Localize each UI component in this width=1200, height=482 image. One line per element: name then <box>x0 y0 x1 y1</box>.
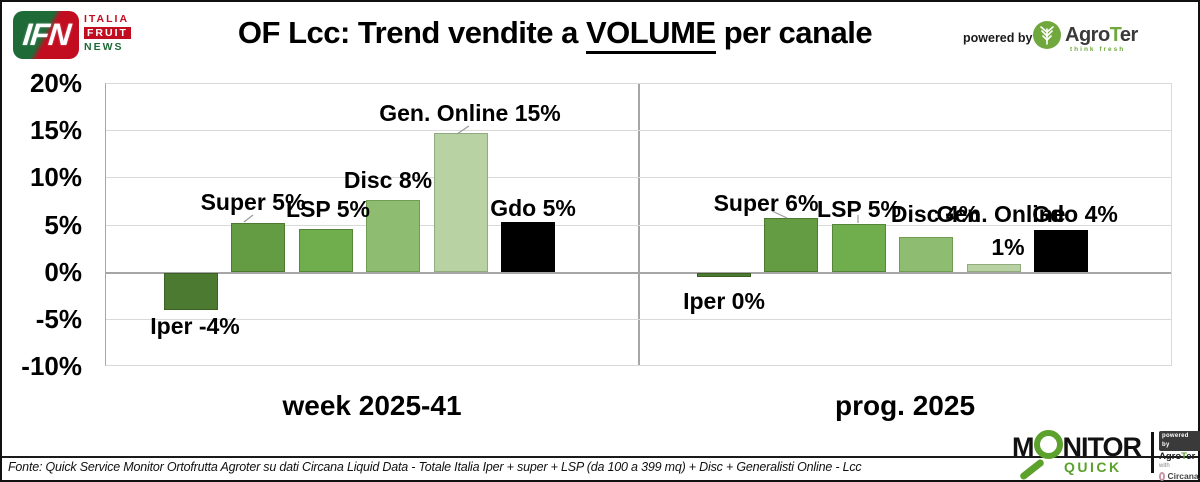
y-tick-5: -5% <box>35 303 82 334</box>
bar-week-2025-41-disc <box>366 200 420 272</box>
y-tick-0: 0% <box>44 256 82 287</box>
bar-prog-2025-gdo <box>1034 230 1088 272</box>
gridline-15 <box>106 130 1171 132</box>
bar-week-2025-41-gdo <box>501 221 555 272</box>
logo-credits: powered by AgroTer with Circana. <box>1159 431 1200 481</box>
bar-label-week-2025-41-gen-online: Gen. Online 15% <box>379 100 561 126</box>
powered-by-label: powered by <box>963 31 1033 45</box>
y-tick-10: -10% <box>21 351 82 382</box>
bar-prog-2025-gen-online <box>966 264 1021 272</box>
logo-agroter-post: er <box>1186 451 1196 462</box>
agroter-wordmark-t: T <box>1109 24 1121 46</box>
monitor-quick-logo: M NITOR QUICK powered by AgroTer with Cir… <box>1008 428 1200 481</box>
agroter-wordmark-pre: Agro <box>1065 24 1110 46</box>
logo-circana: Circana. <box>1159 472 1200 481</box>
monitor-wordmark-post: NITOR <box>1062 432 1143 462</box>
logo-divider-bar <box>1151 432 1154 473</box>
logo-agroter-t: T <box>1181 451 1187 462</box>
magnifier-lens-icon <box>1033 430 1063 459</box>
bar-week-2025-41-super <box>231 222 285 272</box>
ifn-logo-news: NEWS <box>84 41 124 53</box>
y-tick-15: 15% <box>29 115 82 146</box>
logo-agroter-pre: Agro <box>1159 451 1182 462</box>
bar-label-week-2025-41-super: Super 5% <box>200 189 306 215</box>
bar-label-prog-2025-super: Super 6% <box>713 190 819 216</box>
agroter-wordmark: AgroTer <box>1065 24 1138 47</box>
title-prefix: OF Lcc: Trend vendite a <box>237 15 586 50</box>
page-title: OF Lcc: Trend vendite a VOLUME per canal… <box>105 15 1005 54</box>
source-note: Fonte: Quick Service Monitor Ortofrutta … <box>8 460 862 474</box>
bar-label-prog-2025-lsp: LSP 5% <box>817 196 901 222</box>
bar-week-2025-41-gen-online <box>433 133 488 272</box>
bar-label-prog-2025-iper: Iper 0% <box>683 288 765 314</box>
agroter-tree-icon <box>1033 21 1061 49</box>
title-suffix: per canale <box>715 15 873 50</box>
footer-divider-line <box>2 456 1198 458</box>
plot-area <box>105 83 1172 366</box>
bar-prog-2025-lsp <box>831 223 886 272</box>
logo-powered-by-badge: powered by <box>1159 431 1200 451</box>
zero-gridline <box>106 271 1171 274</box>
circana-icon <box>1159 472 1166 481</box>
logo-agroter: AgroTer <box>1159 451 1200 462</box>
gridline-5 <box>106 318 1171 320</box>
title-underlined-word: VOLUME <box>585 15 716 54</box>
bar-label-week-2025-41-iper: Iper -4% <box>150 313 240 339</box>
bar-label-prog-2025-gen-online: Gen. Online <box>936 201 1066 227</box>
y-tick-5: 5% <box>44 209 82 240</box>
logo-circana-label: Circana. <box>1167 471 1200 481</box>
ifn-logo-fruit: FRUIT <box>84 27 131 39</box>
gridline-10 <box>106 177 1171 179</box>
bar-prog-2025-iper <box>696 272 751 278</box>
bar-label2-prog-2025-gen-online: 1% <box>991 234 1025 260</box>
bar-prog-2025-super <box>764 217 818 272</box>
y-tick-10: 10% <box>29 162 82 193</box>
bar-label-prog-2025-disc: Disc 4% <box>890 201 980 227</box>
category-label-week: week 2025-41 <box>282 390 462 421</box>
bar-label-week-2025-41-lsp: LSP 5% <box>286 196 370 222</box>
monitor-wordmark: M NITOR <box>1012 430 1143 463</box>
logo-with-label: with <box>1159 463 1170 469</box>
gridline-5 <box>106 224 1171 226</box>
bar-prog-2025-disc <box>899 236 953 272</box>
ifn-logo-text: ITALIA FRUIT NEWS <box>84 13 131 53</box>
bar-week-2025-41-iper <box>163 272 218 311</box>
y-tick-20: 20% <box>29 68 82 98</box>
ifn-logo: IFN <box>13 11 79 59</box>
agroter-tagline: think fresh <box>1070 46 1126 53</box>
category-label-prog: prog. 2025 <box>834 390 976 421</box>
quick-wordmark: QUICK <box>1064 459 1122 475</box>
bar-label-week-2025-41-disc: Disc 8% <box>343 167 433 193</box>
agroter-wordmark-post: er <box>1119 24 1138 46</box>
bar-label-week-2025-41-gdo: Gdo 5% <box>490 195 576 221</box>
ifn-logo-italia: ITALIA <box>84 13 130 25</box>
bar-label-prog-2025-gdo: Gdo 4% <box>1032 201 1118 227</box>
bar-week-2025-41-lsp <box>298 229 353 272</box>
ifn-logo-acronym: IFN <box>20 17 72 52</box>
monitor-wordmark-pre: M <box>1012 432 1034 462</box>
